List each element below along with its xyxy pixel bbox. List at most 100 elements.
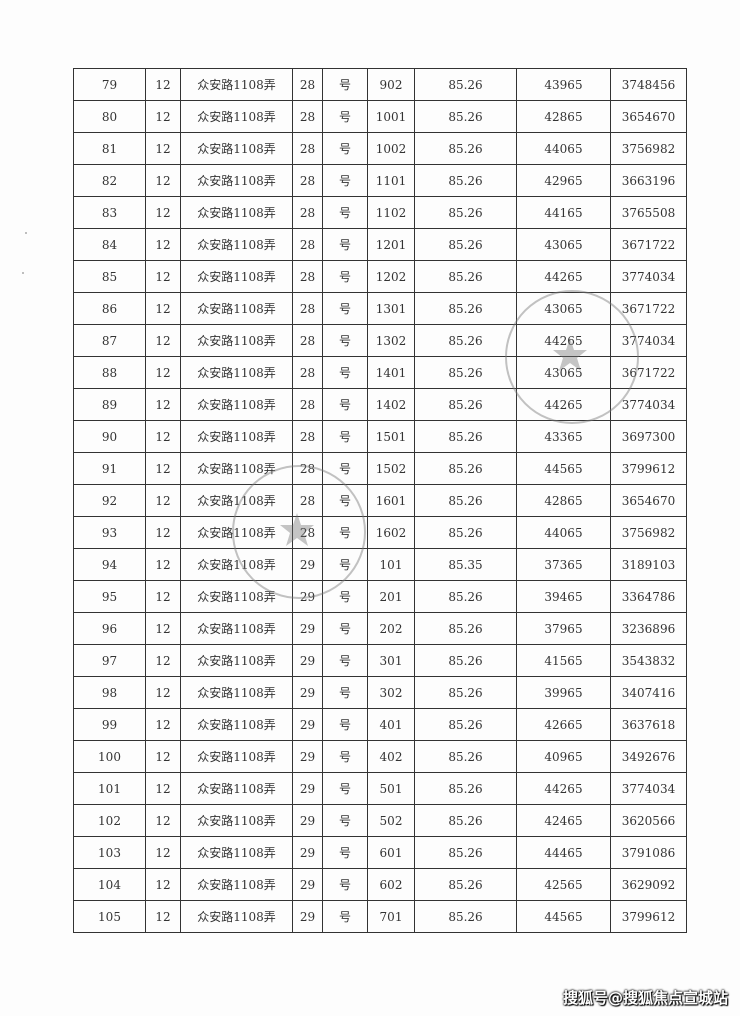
cell-total-price: 3774034 [610,772,687,805]
cell-building: 12 [145,708,181,741]
cell-house-number: 28 [292,196,323,229]
cell-area: 85.26 [414,228,517,261]
cell-unit-price: 42865 [516,484,611,517]
cell-building: 12 [145,580,181,613]
cell-house-number: 28 [292,356,323,389]
cell-area: 85.26 [414,68,517,101]
cell-building: 12 [145,132,181,165]
cell-building: 12 [145,452,181,485]
cell-room: 1501 [367,420,415,453]
cell-lane: 众安路1108弄 [180,516,293,549]
cell-room: 502 [367,804,415,837]
cell-hao-label: 号 [322,292,368,325]
cell-house-number: 29 [292,836,323,869]
cell-building: 12 [145,740,181,773]
cell-lane: 众安路1108弄 [180,356,293,389]
cell-unit-price: 43065 [516,228,611,261]
cell-room: 1602 [367,516,415,549]
cell-hao-label: 号 [322,420,368,453]
cell-hao-label: 号 [322,356,368,389]
cell-lane: 众安路1108弄 [180,676,293,709]
cell-building: 12 [145,644,181,677]
cell-total-price: 3671722 [610,292,687,325]
cell-total-price: 3799612 [610,452,687,485]
cell-hao-label: 号 [322,644,368,677]
cell-unit-price: 39965 [516,676,611,709]
cell-house-number: 29 [292,708,323,741]
cell-index: 86 [73,292,146,325]
cell-total-price: 3407416 [610,676,687,709]
cell-area: 85.26 [414,804,517,837]
cell-room: 401 [367,708,415,741]
cell-index: 85 [73,260,146,293]
cell-hao-label: 号 [322,740,368,773]
cell-house-number: 29 [292,740,323,773]
cell-index: 100 [73,740,146,773]
table-row: 99 12 众安路1108弄 29 号 401 85.26 42665 3637618 [73,708,687,741]
cell-room: 101 [367,548,415,581]
cell-hao-label: 号 [322,676,368,709]
cell-hao-label: 号 [322,100,368,133]
cell-unit-price: 44065 [516,132,611,165]
cell-building: 12 [145,868,181,901]
table-row: 103 12 众安路1108弄 29 号 601 85.26 44465 3791086 [73,836,687,869]
table-row: 95 12 众安路1108弄 29 号 201 85.26 39465 3364786 [73,580,687,613]
cell-index: 96 [73,612,146,645]
table-row: 97 12 众安路1108弄 29 号 301 85.26 41565 3543832 [73,644,687,677]
cell-unit-price: 44265 [516,772,611,805]
cell-unit-price: 44065 [516,516,611,549]
cell-area: 85.26 [414,132,517,165]
cell-total-price: 3774034 [610,388,687,421]
cell-hao-label: 号 [322,772,368,805]
cell-area: 85.26 [414,676,517,709]
cell-total-price: 3774034 [610,324,687,357]
table-row: 81 12 众安路1108弄 28 号 1002 85.26 44065 3756982 [73,132,687,165]
cell-area: 85.26 [414,196,517,229]
cell-lane: 众安路1108弄 [180,900,293,933]
cell-room: 1202 [367,260,415,293]
table-row: 90 12 众安路1108弄 28 号 1501 85.26 43365 3697300 [73,420,687,453]
table-row: 98 12 众安路1108弄 29 号 302 85.26 39965 3407416 [73,676,687,709]
cell-total-price: 3756982 [610,516,687,549]
cell-building: 12 [145,836,181,869]
cell-index: 98 [73,676,146,709]
cell-house-number: 29 [292,676,323,709]
cell-unit-price: 44465 [516,836,611,869]
cell-house-number: 28 [292,420,323,453]
cell-lane: 众安路1108弄 [180,868,293,901]
cell-hao-label: 号 [322,580,368,613]
cell-hao-label: 号 [322,516,368,549]
cell-hao-label: 号 [322,612,368,645]
cell-index: 92 [73,484,146,517]
cell-total-price: 3774034 [610,260,687,293]
cell-hao-label: 号 [322,324,368,357]
cell-hao-label: 号 [322,68,368,101]
cell-unit-price: 42665 [516,708,611,741]
cell-index: 91 [73,452,146,485]
cell-lane: 众安路1108弄 [180,292,293,325]
cell-index: 88 [73,356,146,389]
cell-area: 85.26 [414,452,517,485]
table-row: 89 12 众安路1108弄 28 号 1402 85.26 44265 3774034 [73,388,687,421]
cell-area: 85.26 [414,836,517,869]
cell-total-price: 3236896 [610,612,687,645]
table-row: 85 12 众安路1108弄 28 号 1202 85.26 44265 3774034 [73,260,687,293]
cell-house-number: 28 [292,260,323,293]
cell-index: 97 [73,644,146,677]
price-table: 79 12 众安路1108弄 28 号 902 85.26 43965 3748456 80 12 众… [73,68,687,933]
cell-lane: 众安路1108弄 [180,388,293,421]
cell-unit-price: 42965 [516,164,611,197]
cell-room: 1001 [367,100,415,133]
cell-lane: 众安路1108弄 [180,484,293,517]
cell-unit-price: 43065 [516,292,611,325]
cell-lane: 众安路1108弄 [180,324,293,357]
cell-house-number: 28 [292,164,323,197]
cell-unit-price: 44165 [516,196,611,229]
cell-building: 12 [145,164,181,197]
cell-area: 85.35 [414,548,517,581]
cell-index: 93 [73,516,146,549]
cell-room: 1502 [367,452,415,485]
cell-hao-label: 号 [322,164,368,197]
cell-area: 85.26 [414,164,517,197]
cell-area: 85.26 [414,772,517,805]
